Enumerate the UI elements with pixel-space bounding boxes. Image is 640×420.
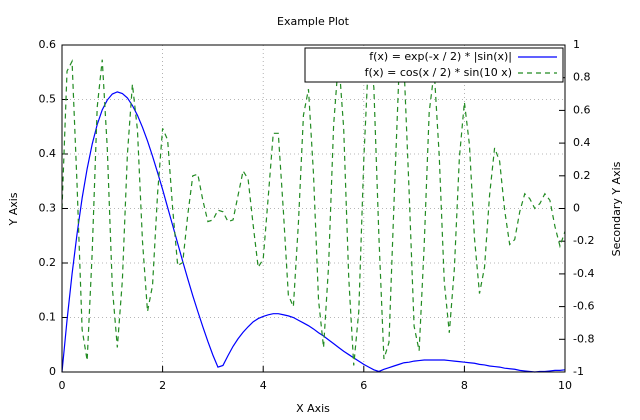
x-tick-label: 8 [461,379,468,392]
series-line [61,51,566,366]
y2-tick-label: 0.6 [573,103,591,116]
y2-tick-label: 0.8 [573,71,591,84]
plot-border [61,44,566,373]
x-tick-label: 10 [558,379,572,392]
y2-tick-label: -0.2 [573,234,594,247]
y-tick-label: 0.1 [39,311,57,324]
y-tick-label: 0.6 [39,38,57,51]
x-tick-label: 0 [59,379,66,392]
y2-tick-label: 0.2 [573,169,591,182]
series-line [61,91,566,373]
y2-tick-label: -1 [573,365,584,378]
y2-axis-label: Secondary Y Axis [610,161,623,256]
x-axis-label: X Axis [296,402,330,415]
chart-title: Example Plot [277,15,350,28]
legend-label: f(x) = cos(x / 2) * sin(10 x) [365,66,512,79]
y-tick-label: 0.5 [39,93,57,106]
y2-tick-label: 1 [573,38,580,51]
x-tick-label: 6 [360,379,367,392]
y2-tick-label: -0.4 [573,267,594,280]
y-tick-label: 0 [49,365,56,378]
y-axis-label: Y Axis [7,192,20,226]
y2-tick-label: -0.6 [573,300,594,313]
y-tick-label: 0.4 [39,147,57,160]
legend-box [304,47,564,83]
x-tick-label: 2 [159,379,166,392]
y2-tick-label: -0.8 [573,332,594,345]
x-tick-label: 4 [260,379,267,392]
y2-tick-label: 0.4 [573,136,591,149]
y-tick-label: 0.2 [39,256,57,269]
y2-tick-label: 0 [573,202,580,215]
legend-label: f(x) = exp(-x / 2) * |sin(x)| [369,50,512,63]
y-tick-label: 0.3 [39,202,57,215]
